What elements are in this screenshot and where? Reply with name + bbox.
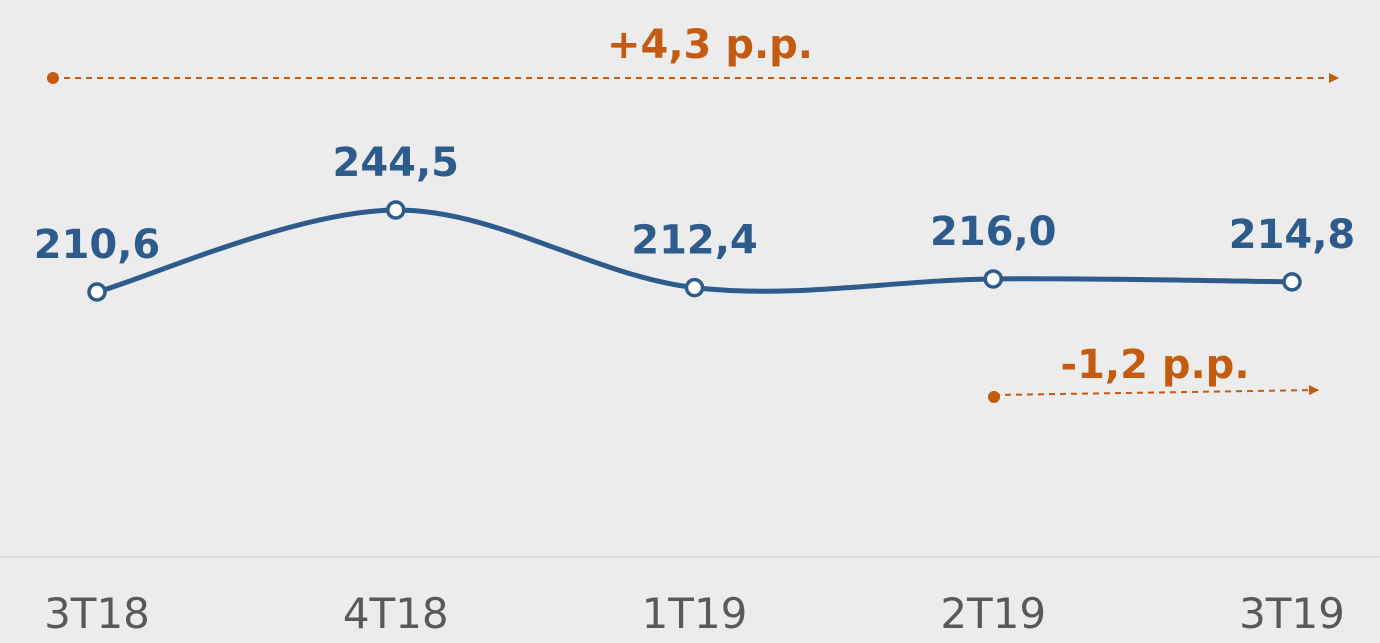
- x-tick-label: 3T18: [44, 589, 150, 638]
- point: [983, 269, 1003, 289]
- annotation-dot: [988, 391, 1000, 403]
- point: [87, 282, 107, 302]
- data-label: 244,5: [332, 140, 459, 186]
- data-label: 216,0: [930, 209, 1057, 255]
- x-tick-label: 3T19: [1239, 589, 1345, 638]
- x-tick-label: 1T19: [642, 589, 748, 638]
- point: [684, 277, 705, 298]
- data-label: 212,4: [631, 218, 758, 264]
- data-label: 214,8: [1229, 212, 1356, 258]
- point: [386, 200, 406, 220]
- point: [1282, 272, 1302, 292]
- annotation-label: +4,3 p.p.: [607, 22, 813, 68]
- x-tick-label: 2T19: [940, 589, 1046, 638]
- data-label: 210,6: [34, 222, 161, 268]
- annotation-label: -1,2 p.p.: [1060, 342, 1249, 388]
- x-tick-label: 4T18: [343, 589, 449, 638]
